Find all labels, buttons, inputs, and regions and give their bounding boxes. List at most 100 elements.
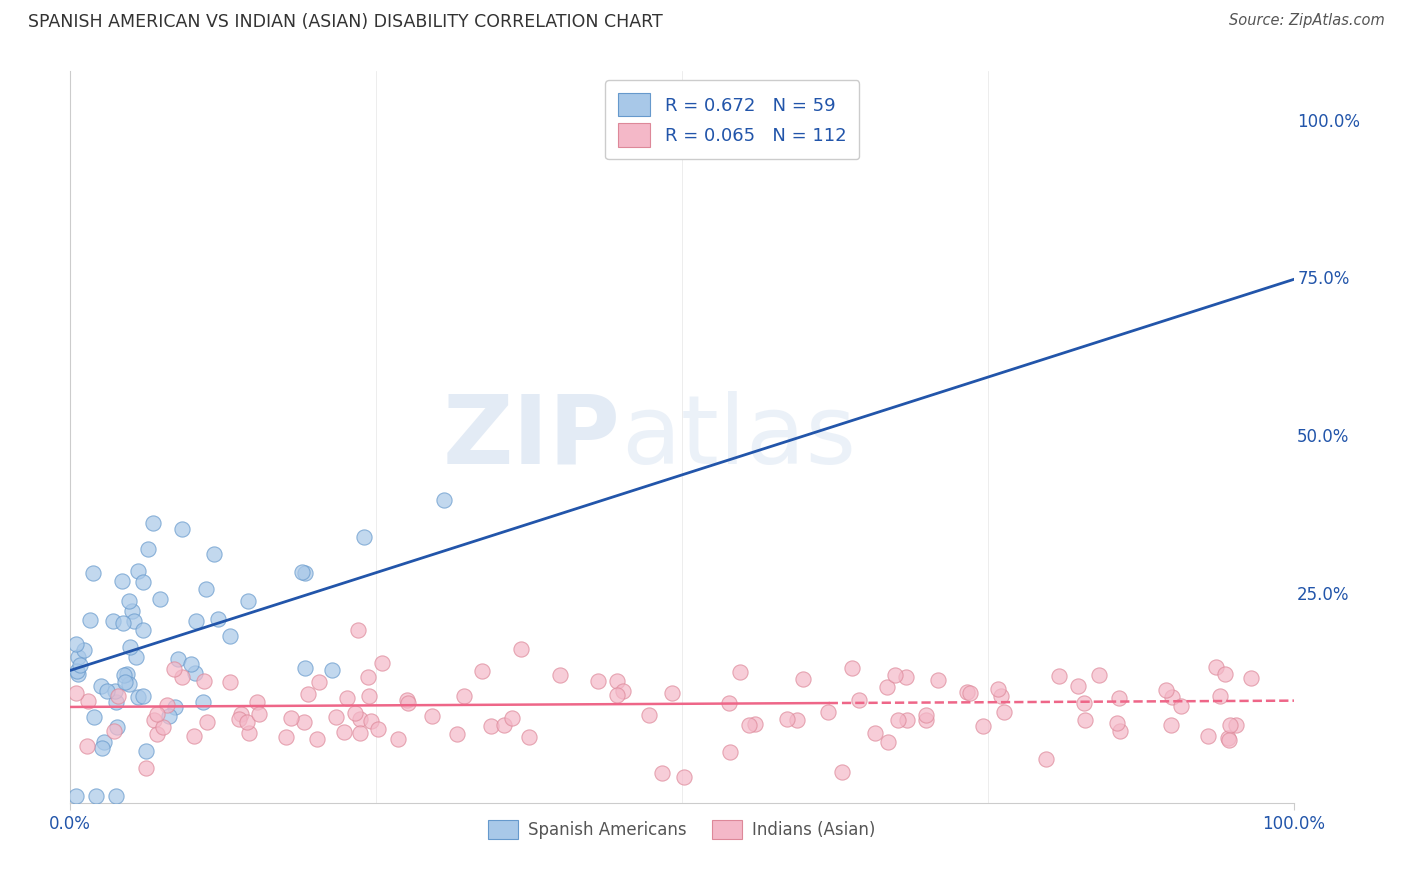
Point	[238, 725, 260, 739]
Point	[297, 687, 319, 701]
Point	[548, 668, 571, 682]
Point	[219, 675, 242, 690]
Text: ZIP: ZIP	[443, 391, 621, 483]
Point	[132, 623, 155, 637]
Point	[817, 705, 839, 719]
Point	[1205, 659, 1227, 673]
Point	[1049, 669, 1071, 683]
Point	[167, 652, 190, 666]
Point	[294, 566, 316, 580]
Point	[841, 661, 863, 675]
Point	[163, 662, 186, 676]
Point	[76, 739, 98, 754]
Point	[66, 667, 89, 681]
Point	[915, 713, 938, 727]
Point	[143, 713, 166, 727]
Point	[990, 689, 1012, 703]
Point	[105, 720, 128, 734]
Point	[1218, 732, 1240, 747]
Point	[170, 670, 193, 684]
Point	[136, 541, 159, 556]
Point	[471, 664, 494, 678]
Point	[165, 699, 187, 714]
Point	[359, 689, 381, 703]
Point	[112, 668, 135, 682]
Point	[637, 707, 659, 722]
Point	[894, 670, 917, 684]
Point	[280, 711, 302, 725]
Point	[1073, 696, 1095, 710]
Point	[236, 715, 259, 730]
Point	[344, 706, 367, 720]
Point	[103, 724, 125, 739]
Point	[367, 723, 389, 737]
Point	[132, 574, 155, 589]
Point	[973, 719, 995, 733]
Point	[191, 695, 214, 709]
Point	[333, 725, 356, 739]
Point	[157, 708, 180, 723]
Point	[149, 592, 172, 607]
Point	[76, 694, 98, 708]
Point	[730, 665, 752, 680]
Point	[738, 718, 761, 732]
Point	[84, 789, 107, 804]
Point	[249, 706, 271, 721]
Point	[207, 611, 229, 625]
Point	[1170, 698, 1192, 713]
Point	[510, 642, 533, 657]
Point	[66, 664, 89, 678]
Point	[65, 686, 87, 700]
Point	[294, 661, 316, 675]
Point	[956, 685, 979, 699]
Point	[717, 697, 740, 711]
Point	[927, 673, 949, 687]
Text: Source: ZipAtlas.com: Source: ZipAtlas.com	[1229, 13, 1385, 29]
Point	[104, 789, 127, 804]
Point	[305, 731, 328, 746]
Point	[479, 718, 502, 732]
Point	[229, 707, 252, 722]
Point	[1225, 718, 1247, 732]
Point	[127, 565, 149, 579]
Point	[118, 594, 141, 608]
Point	[218, 629, 240, 643]
Point	[193, 674, 215, 689]
Point	[718, 745, 741, 759]
Point	[651, 766, 673, 780]
Text: atlas: atlas	[621, 391, 856, 483]
Point	[135, 744, 157, 758]
Point	[876, 680, 898, 694]
Point	[848, 693, 870, 707]
Point	[115, 667, 138, 681]
Point	[121, 604, 143, 618]
Point	[238, 593, 260, 607]
Point	[1160, 718, 1182, 732]
Point	[135, 761, 157, 775]
Point	[111, 574, 134, 588]
Point	[396, 696, 419, 710]
Point	[228, 712, 250, 726]
Point	[357, 670, 380, 684]
Point	[586, 673, 609, 688]
Point	[395, 693, 418, 707]
Point	[170, 523, 193, 537]
Point	[184, 614, 207, 628]
Point	[453, 689, 475, 703]
Point	[661, 686, 683, 700]
Point	[321, 663, 343, 677]
Point	[672, 770, 695, 784]
Point	[291, 566, 314, 580]
Point	[1240, 672, 1263, 686]
Point	[125, 649, 148, 664]
Point	[101, 614, 124, 628]
Point	[914, 708, 936, 723]
Point	[292, 714, 315, 729]
Point	[65, 637, 87, 651]
Point	[863, 726, 886, 740]
Point	[1087, 668, 1109, 682]
Point	[83, 710, 105, 724]
Point	[274, 730, 297, 744]
Point	[775, 712, 797, 726]
Text: 50.0%: 50.0%	[1298, 428, 1350, 446]
